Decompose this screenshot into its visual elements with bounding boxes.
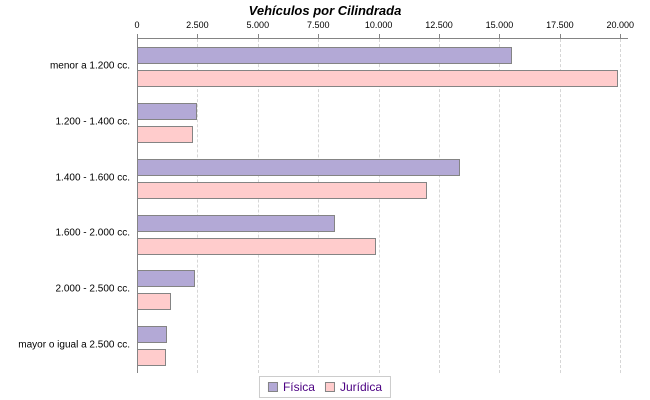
bar-fisica <box>137 47 512 64</box>
category-label: mayor o igual a 2.500 cc. <box>18 339 130 351</box>
x-tick-mark <box>439 34 441 39</box>
x-tick-label: 2.500 <box>186 20 209 30</box>
x-tick-mark <box>137 34 138 39</box>
legend: Física Jurídica <box>258 376 392 398</box>
bar-juridica <box>137 181 427 199</box>
category-row: 1.600 - 2.000 cc. <box>0 206 650 262</box>
plot-area <box>137 38 628 373</box>
x-tick-label: 10.000 <box>364 20 393 30</box>
bar-juridica <box>137 70 618 87</box>
bar-fisica <box>137 102 198 120</box>
bar-fisica <box>137 158 460 176</box>
y-axis-line <box>137 38 138 373</box>
category-row: 2.000 - 2.500 cc. <box>0 261 650 317</box>
category-label: 1.200 - 1.400 cc. <box>55 116 131 128</box>
gridline <box>499 39 501 373</box>
x-tick-mark <box>197 34 199 39</box>
row-bars <box>137 206 628 262</box>
x-tick-mark <box>378 34 380 39</box>
bar-juridica <box>137 293 171 311</box>
x-tick-mark <box>318 34 320 39</box>
x-tick-label: 0 <box>134 20 140 30</box>
row-bars <box>137 38 628 94</box>
legend-swatch-icon <box>267 382 278 392</box>
row-bars <box>137 150 628 206</box>
bar-fisica <box>137 214 336 232</box>
legend-label: Física <box>282 380 315 394</box>
category-label: 1.400 - 1.600 cc. <box>55 172 131 184</box>
x-tick-label: 17.500 <box>546 20 574 30</box>
category-label: 2.000 - 2.500 cc. <box>55 283 131 295</box>
x-axis: 0 2.500 5.000 7.500 10.000 12.500 15.000 17.500… <box>134 0 634 39</box>
chart-title: Vehículos por Cilindrada <box>248 3 402 18</box>
x-tick-label: 12.500 <box>425 20 453 30</box>
bar-fisica <box>137 326 168 344</box>
x-tick-label: 7.500 <box>306 20 330 30</box>
x-tick-mark <box>559 34 561 39</box>
legend-swatch-icon <box>324 382 335 392</box>
x-tick-mark <box>257 34 259 39</box>
x-tick-mark <box>499 34 501 39</box>
gridline <box>559 39 561 373</box>
bar-fisica <box>137 270 195 288</box>
x-tick-label: 20.000 <box>606 20 635 30</box>
gridline <box>197 39 199 373</box>
x-tick-label: 5.000 <box>246 20 270 30</box>
row-bars <box>137 261 628 317</box>
gridline <box>439 39 441 373</box>
legend-item-fisica: Física <box>267 380 315 394</box>
category-row: menor a 1.200 cc. <box>0 38 650 94</box>
category-row: 1.400 - 1.600 cc. <box>0 150 650 206</box>
gridline <box>257 39 259 373</box>
bar-juridica <box>137 349 166 367</box>
bar-juridica <box>137 125 193 143</box>
x-axis-line <box>137 38 628 39</box>
x-tick-mark <box>620 34 622 39</box>
x-tick-label: 15.000 <box>485 20 514 30</box>
category-row: mayor o igual a 2.500 cc. <box>0 317 650 373</box>
category-label: 1.600 - 2.000 cc. <box>55 227 131 239</box>
gridline <box>318 39 320 373</box>
legend-item-juridica: Jurídica <box>324 380 383 394</box>
gridline <box>378 39 380 373</box>
legend-label: Jurídica <box>339 380 383 394</box>
bar-juridica <box>137 237 377 255</box>
category-row: 1.200 - 1.400 cc. <box>0 94 650 150</box>
category-label: menor a 1.200 cc. <box>49 60 130 72</box>
gridline <box>620 39 622 373</box>
row-bars <box>137 94 628 150</box>
row-bars <box>137 317 628 373</box>
